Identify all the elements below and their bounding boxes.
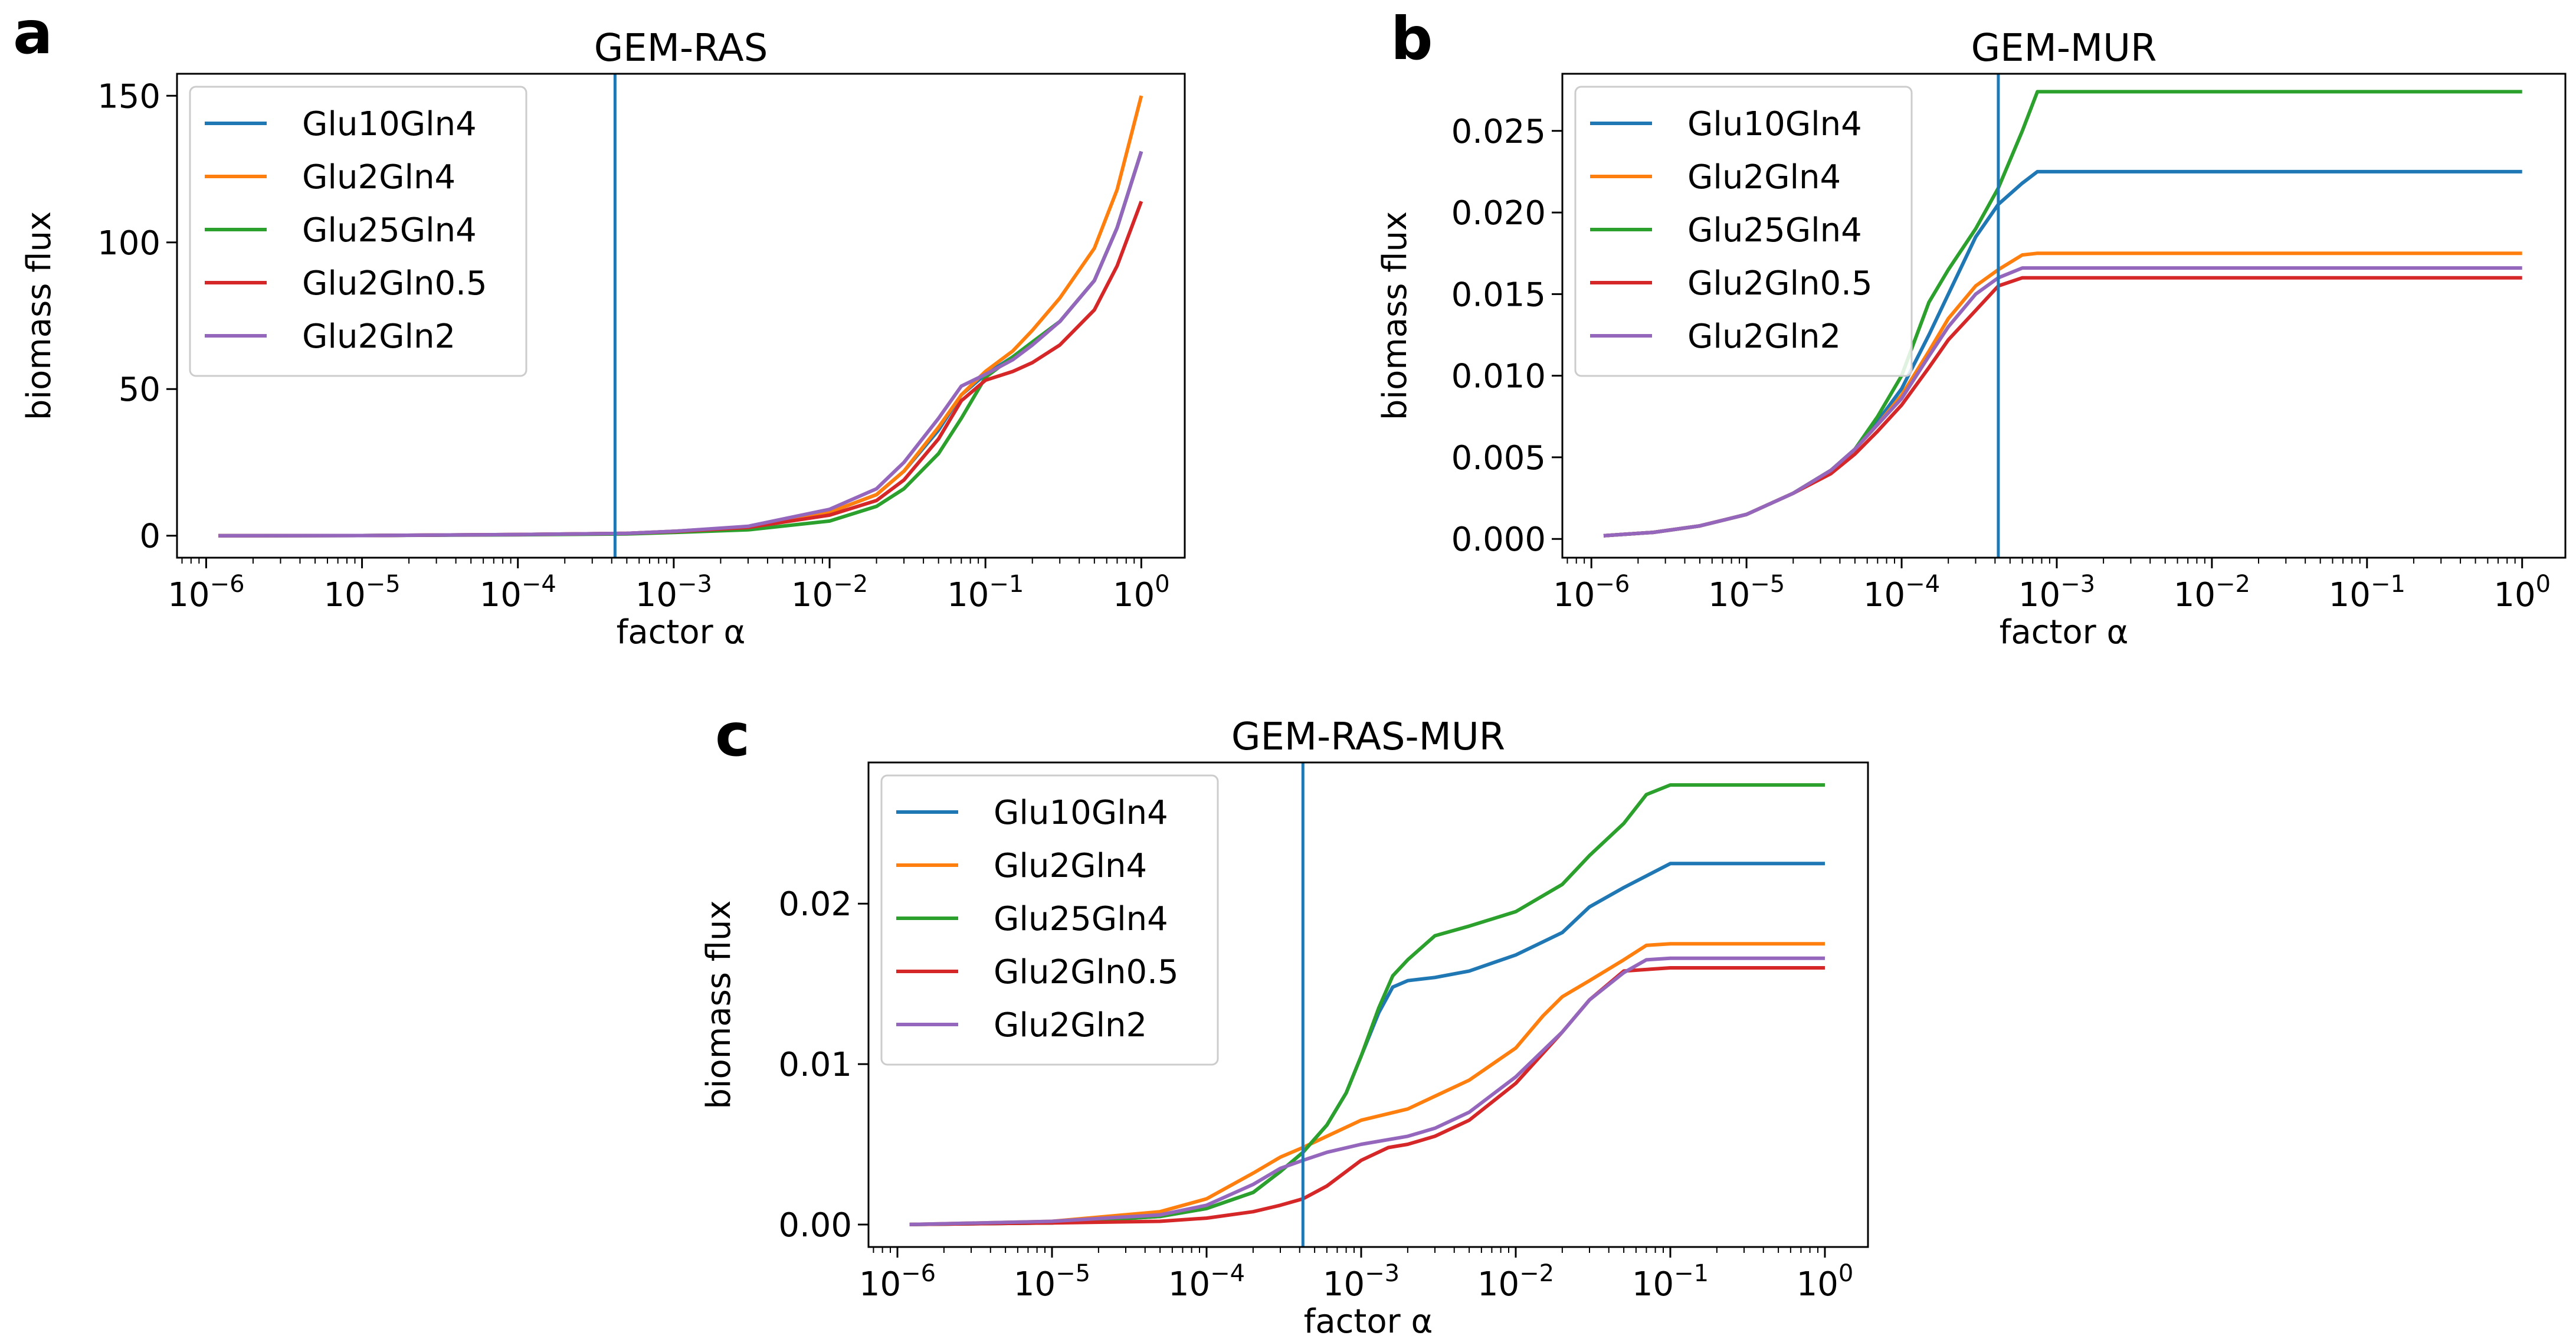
- legend-entry: Glu10Gln4: [994, 794, 1168, 832]
- x-tick-label: 10−3: [1323, 1260, 1400, 1304]
- x-tick-label: 10−6: [1553, 571, 1630, 614]
- x-tick-label: 100: [1797, 1260, 1854, 1304]
- y-axis-label: biomass flux: [20, 211, 58, 420]
- x-axis-label: factor α: [2000, 613, 2129, 652]
- y-tick-label: 0.020: [1451, 194, 1546, 233]
- legend-entry: Glu2Gln2: [994, 1006, 1147, 1045]
- chart-title: GEM-RAS: [594, 27, 768, 70]
- plot-area: [909, 783, 1825, 1226]
- y-axis: 0.00 0.01 0.02: [778, 885, 869, 1245]
- series-line-glu25gln4: [909, 783, 1825, 1226]
- y-axis: 0.000 0.005 0.010 0.015 0.020 0.025: [1451, 113, 1562, 559]
- x-tick-label: 10−2: [791, 571, 868, 614]
- chart-1: a GEM-RAS 10−6 10−5 10−4 10−3 10−2 10−1 100 0 50 10…: [13, 0, 1186, 652]
- legend-entry: Glu2Gln0.5: [1687, 264, 1873, 303]
- x-tick-label: 100: [1113, 571, 1170, 614]
- y-tick-label: 100: [97, 224, 160, 263]
- x-tick-label: 10−1: [947, 571, 1024, 614]
- y-axis: 0 50 100 150: [97, 77, 177, 556]
- x-tick-label: 10−5: [323, 571, 400, 614]
- chart-title: GEM-RAS-MUR: [1231, 715, 1505, 759]
- chart-2: b GEM-MUR 10−6 10−5 10−4 10−3 10−2 10−1 100 0.000…: [1376, 4, 2567, 652]
- series-line-glu2gln4: [909, 942, 1825, 1226]
- y-tick-label: 150: [97, 77, 160, 116]
- y-tick-label: 0.005: [1451, 439, 1546, 477]
- legend-entry: Glu10Gln4: [302, 105, 477, 143]
- y-tick-label: 0.00: [778, 1206, 852, 1245]
- y-tick-label: 0.01: [778, 1046, 852, 1084]
- legend-box: [1574, 86, 1913, 377]
- x-axis: 10−6 10−5 10−4 10−3 10−2 10−1 100: [168, 558, 1170, 614]
- legend-box: [880, 774, 1219, 1066]
- legend: Glu10Gln4 Glu2Gln4 Glu25Gln4 Glu2Gln0.5 Glu2…: [1574, 86, 1913, 377]
- legend-entry: Glu2Gln0.5: [994, 953, 1179, 991]
- chart-3: c GEM-RAS-MUR 10−6 10−5 10−4 10−3 10−2 10−1 100 0…: [700, 701, 1869, 1341]
- y-tick-label: 50: [119, 371, 160, 409]
- x-tick-label: 10−1: [1632, 1260, 1709, 1304]
- x-tick-label: 10−5: [1708, 571, 1785, 614]
- panel-letter: b: [1391, 4, 1433, 73]
- x-tick-label: 100: [2493, 571, 2551, 614]
- legend-entry: Glu25Gln4: [994, 900, 1168, 938]
- x-tick-label: 10−3: [2018, 571, 2095, 614]
- x-tick-label: 10−6: [168, 571, 244, 614]
- legend-entry: Glu2Gln4: [302, 158, 455, 197]
- series-line-glu2gln2: [218, 150, 1143, 538]
- y-tick-label: 0.025: [1451, 113, 1546, 151]
- x-tick-label: 10−5: [1014, 1260, 1090, 1304]
- legend-entry: Glu2Gln4: [994, 847, 1147, 885]
- series-line-glu2gln2: [1603, 266, 2522, 538]
- legend: Glu10Gln4 Glu2Gln4 Glu25Gln4 Glu2Gln0.5 Glu2…: [880, 774, 1219, 1066]
- legend-entry: Glu2Gln2: [1687, 318, 1841, 356]
- x-tick-label: 10−4: [480, 571, 556, 614]
- legend-entry: Glu25Gln4: [302, 211, 477, 250]
- y-tick-label: 0.02: [778, 885, 852, 924]
- y-tick-label: 0.015: [1451, 276, 1546, 314]
- axes-frame: [867, 761, 1869, 1248]
- x-tick-label: 10−2: [1477, 1260, 1554, 1304]
- legend-entry: Glu25Gln4: [1687, 211, 1862, 250]
- legend: Glu10Gln4 Glu2Gln4 Glu25Gln4 Glu2Gln0.5 Glu2…: [189, 86, 527, 377]
- chart-title: GEM-MUR: [1971, 27, 2157, 70]
- legend-entry: Glu2Gln2: [302, 318, 455, 356]
- plot-area: [218, 95, 1143, 538]
- panel-letter: c: [715, 701, 750, 770]
- legend-entry: Glu2Gln4: [1687, 158, 1841, 197]
- x-tick-label: 10−3: [635, 571, 712, 614]
- x-axis: 10−6 10−5 10−4 10−3 10−2 10−1 100: [859, 1247, 1853, 1304]
- x-tick-label: 10−1: [2329, 571, 2405, 614]
- y-axis-label: biomass flux: [1376, 211, 1414, 420]
- x-tick-label: 10−6: [859, 1260, 936, 1304]
- legend-entry: Glu2Gln0.5: [302, 264, 487, 303]
- series-line-glu2gln2: [909, 956, 1825, 1226]
- plot-area: [1603, 90, 2522, 538]
- x-axis: 10−6 10−5 10−4 10−3 10−2 10−1 100: [1553, 558, 2551, 614]
- y-tick-label: 0.000: [1451, 521, 1546, 559]
- axes-frame: [1561, 73, 2567, 559]
- axes-frame: [176, 73, 1186, 559]
- legend-entry: Glu10Gln4: [1687, 105, 1862, 143]
- y-axis-label: biomass flux: [700, 900, 738, 1109]
- x-axis-label: factor α: [617, 613, 746, 652]
- x-tick-label: 10−4: [1168, 1260, 1245, 1304]
- y-tick-label: 0: [139, 518, 160, 556]
- x-axis-label: factor α: [1304, 1302, 1433, 1341]
- x-tick-label: 10−2: [2174, 571, 2250, 614]
- legend-box: [189, 86, 527, 377]
- panel-letter: a: [13, 0, 53, 67]
- y-tick-label: 0.010: [1451, 358, 1546, 396]
- x-tick-label: 10−4: [1863, 571, 1940, 614]
